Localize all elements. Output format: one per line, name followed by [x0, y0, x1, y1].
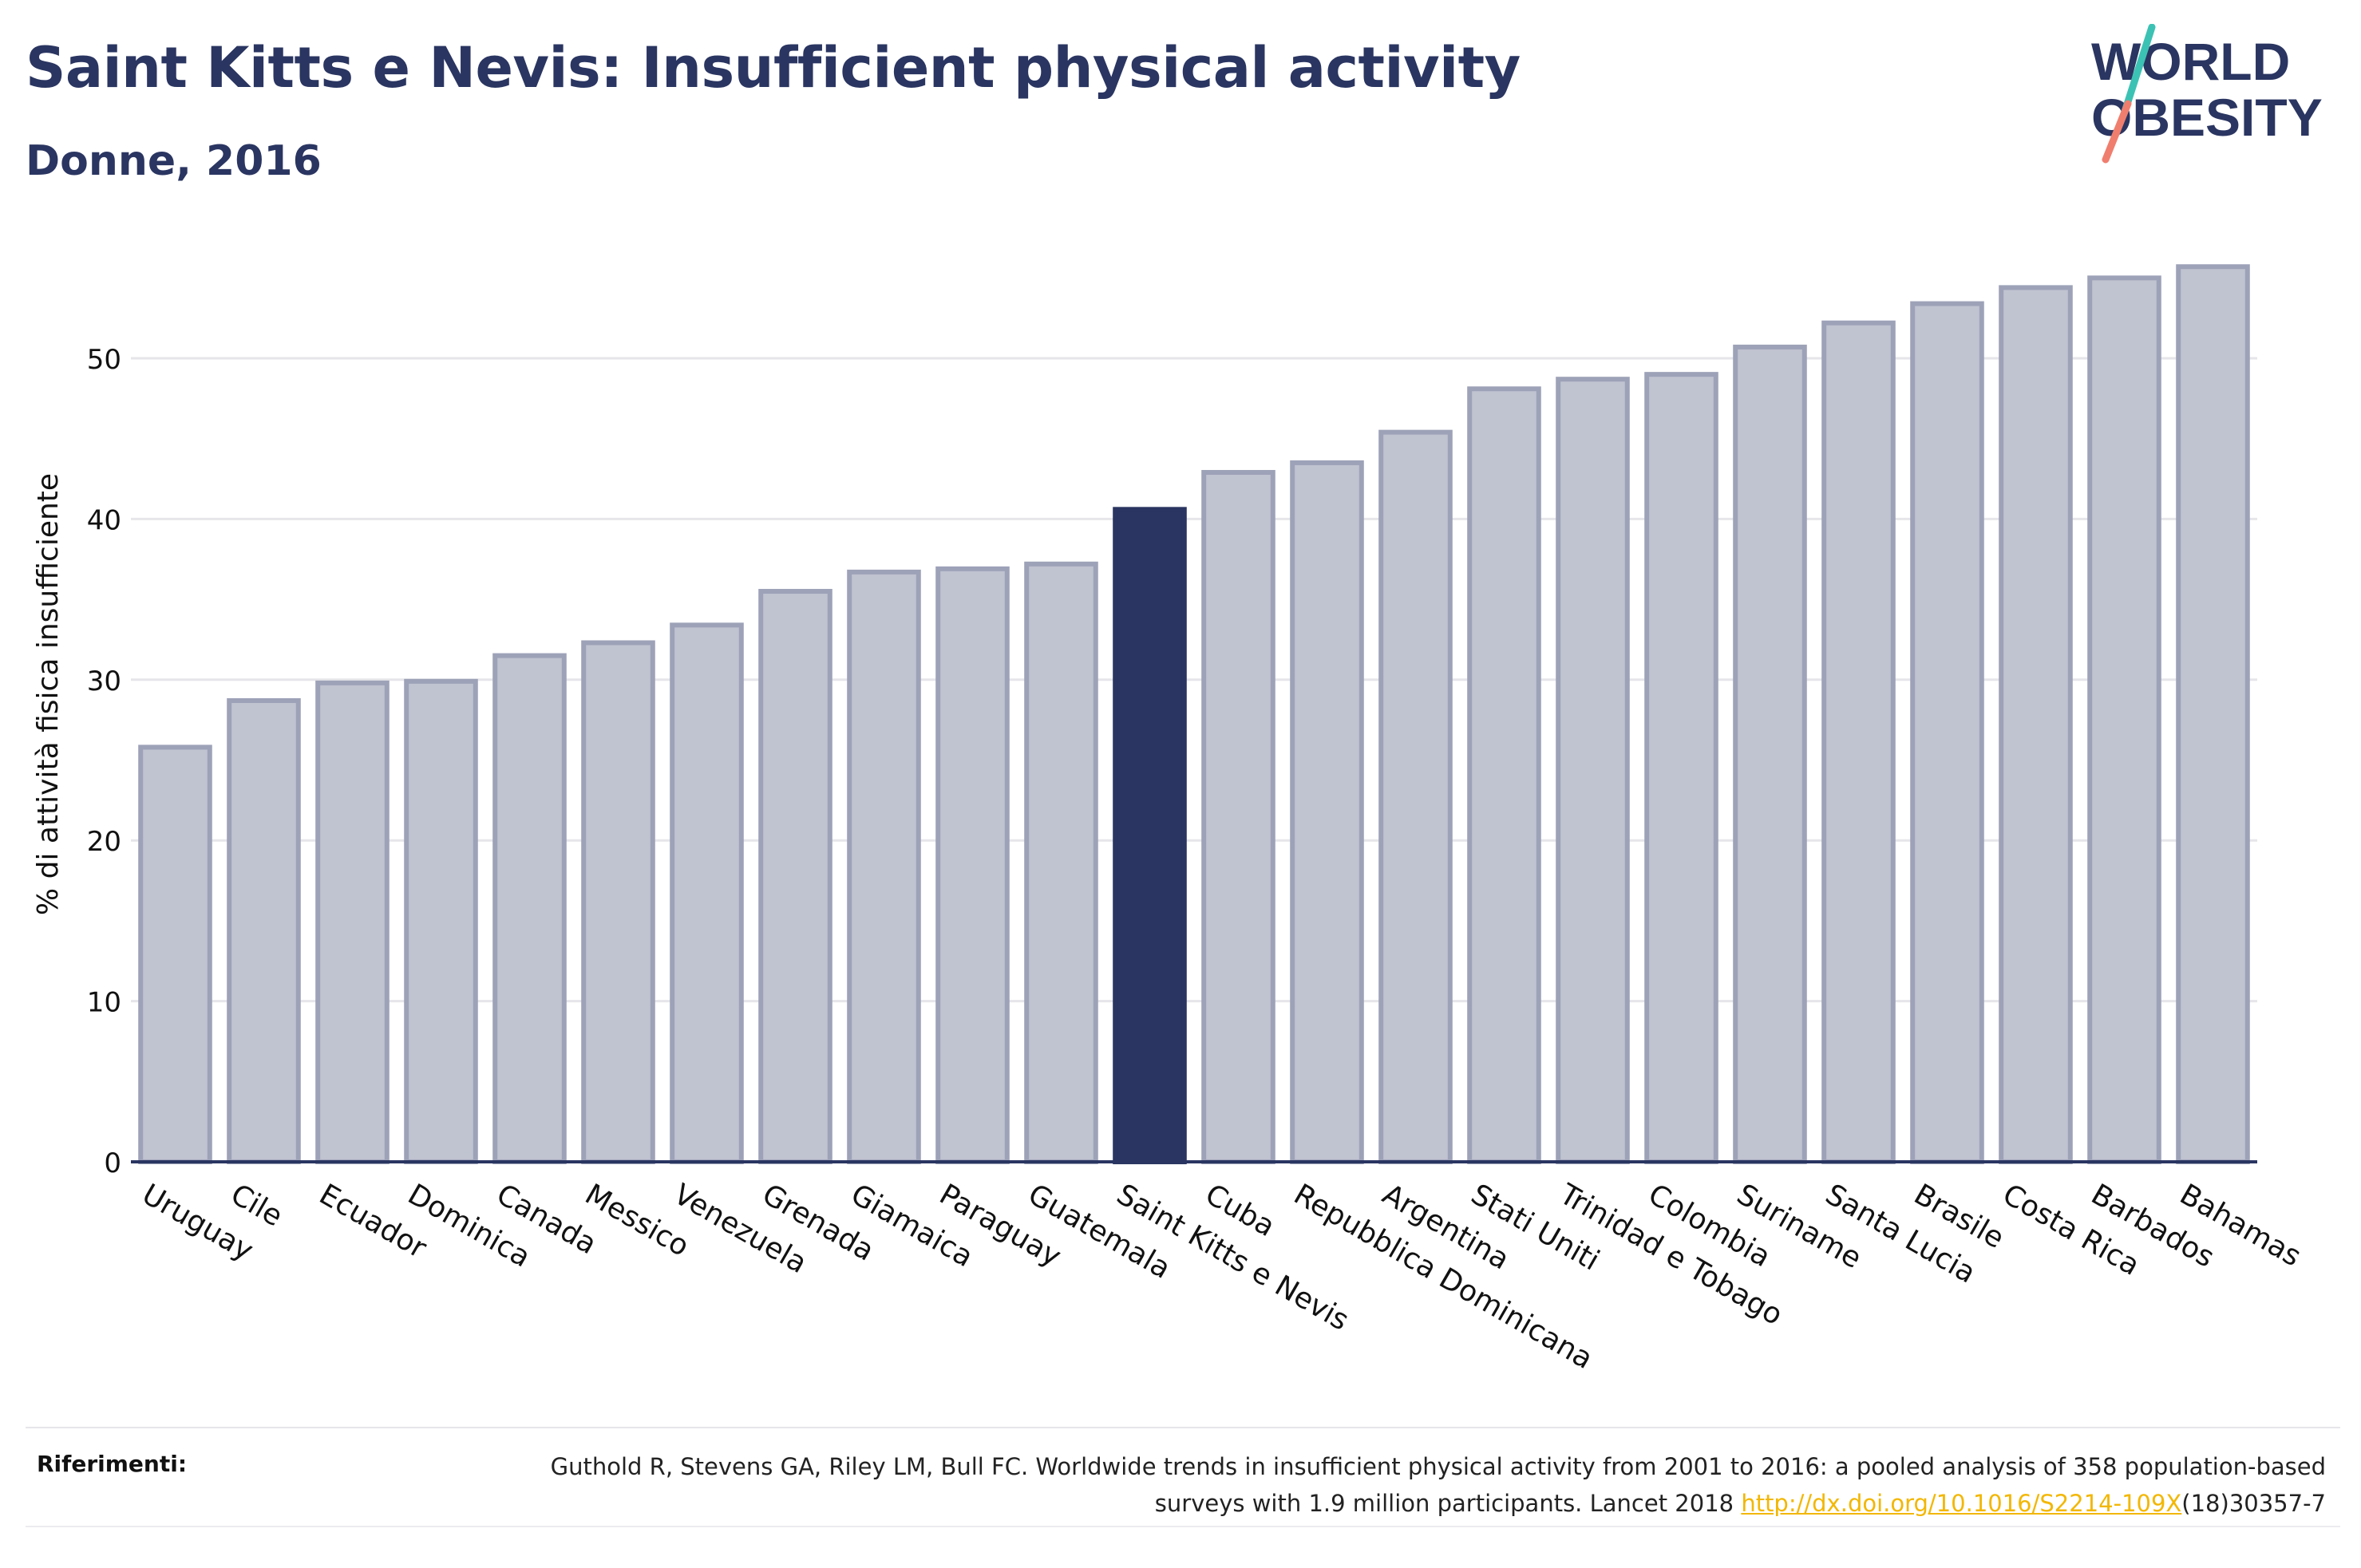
bars: [138, 264, 2250, 1165]
bar-trinidad-e-tobago: [1556, 377, 1630, 1164]
references-doi-link[interactable]: http://dx.doi.org/10.1016/S2214-109X: [1741, 1490, 2182, 1517]
logo-text-world: WORLD: [2091, 32, 2290, 91]
references-label: Riferimenti:: [37, 1451, 188, 1477]
y-tick-label: 0: [104, 1147, 121, 1179]
bar-guatemala: [1024, 561, 1098, 1164]
bar-uruguay: [138, 745, 212, 1164]
chart-subtitle: Donne, 2016: [26, 137, 322, 185]
y-tick-label: 50: [87, 344, 121, 376]
logo-graphic: WORLD OBESITY: [2091, 23, 2323, 164]
y-tick-label: 20: [87, 826, 121, 858]
bar-barbados: [2087, 275, 2161, 1164]
logo-slash-teal: [2121, 23, 2156, 116]
bar-brasile: [1910, 301, 1984, 1164]
references-divider-bottom: [26, 1526, 2340, 1527]
bar-santa-lucia: [1821, 320, 1896, 1164]
bar-giamaica: [847, 569, 921, 1164]
bar-stati-uniti: [1467, 386, 1541, 1164]
bar-suriname: [1733, 344, 1807, 1165]
references-text: Guthold R, Stevens GA, Riley LM, Bull FC…: [490, 1448, 2326, 1522]
bar-costa-rica: [1999, 285, 2073, 1164]
bar-grenada: [758, 589, 832, 1164]
bar-dominica: [404, 678, 478, 1164]
bar-ecuador: [315, 680, 390, 1164]
bar-cuba: [1201, 469, 1275, 1164]
axes: 0 10 20 30 40 50: [87, 344, 2257, 1179]
bar-venezuela: [670, 622, 744, 1164]
bar-bahamas: [2176, 264, 2250, 1164]
chart-title: Saint Kitts e Nevis: Insufficient physic…: [26, 35, 1521, 101]
gridlines: [131, 357, 2257, 1003]
world-obesity-logo: WORLD OBESITY: [2075, 23, 2347, 176]
bar-cile: [227, 697, 301, 1164]
bar-saint-kitts-e-nevis: [1113, 507, 1187, 1164]
y-axis-label: % di attività fisica insufficiente: [32, 473, 65, 915]
bar-canada: [492, 653, 567, 1164]
bar-argentina: [1378, 429, 1453, 1164]
y-tick-label: 10: [87, 987, 121, 1019]
logo-slash-coral: [2102, 100, 2132, 164]
bar-colombia: [1644, 372, 1718, 1164]
references-divider-top: [26, 1427, 2340, 1428]
bar-repubblica-dominicana: [1290, 460, 1364, 1164]
references-citation-suffix: (18)30357-7: [2181, 1490, 2326, 1517]
bar-paraguay: [935, 566, 1010, 1164]
y-tick-label: 30: [87, 666, 121, 697]
bar-messico: [581, 640, 655, 1164]
y-tick-label: 40: [87, 504, 121, 536]
references-citation: Guthold R, Stevens GA, Riley LM, Bull FC…: [550, 1453, 2326, 1517]
